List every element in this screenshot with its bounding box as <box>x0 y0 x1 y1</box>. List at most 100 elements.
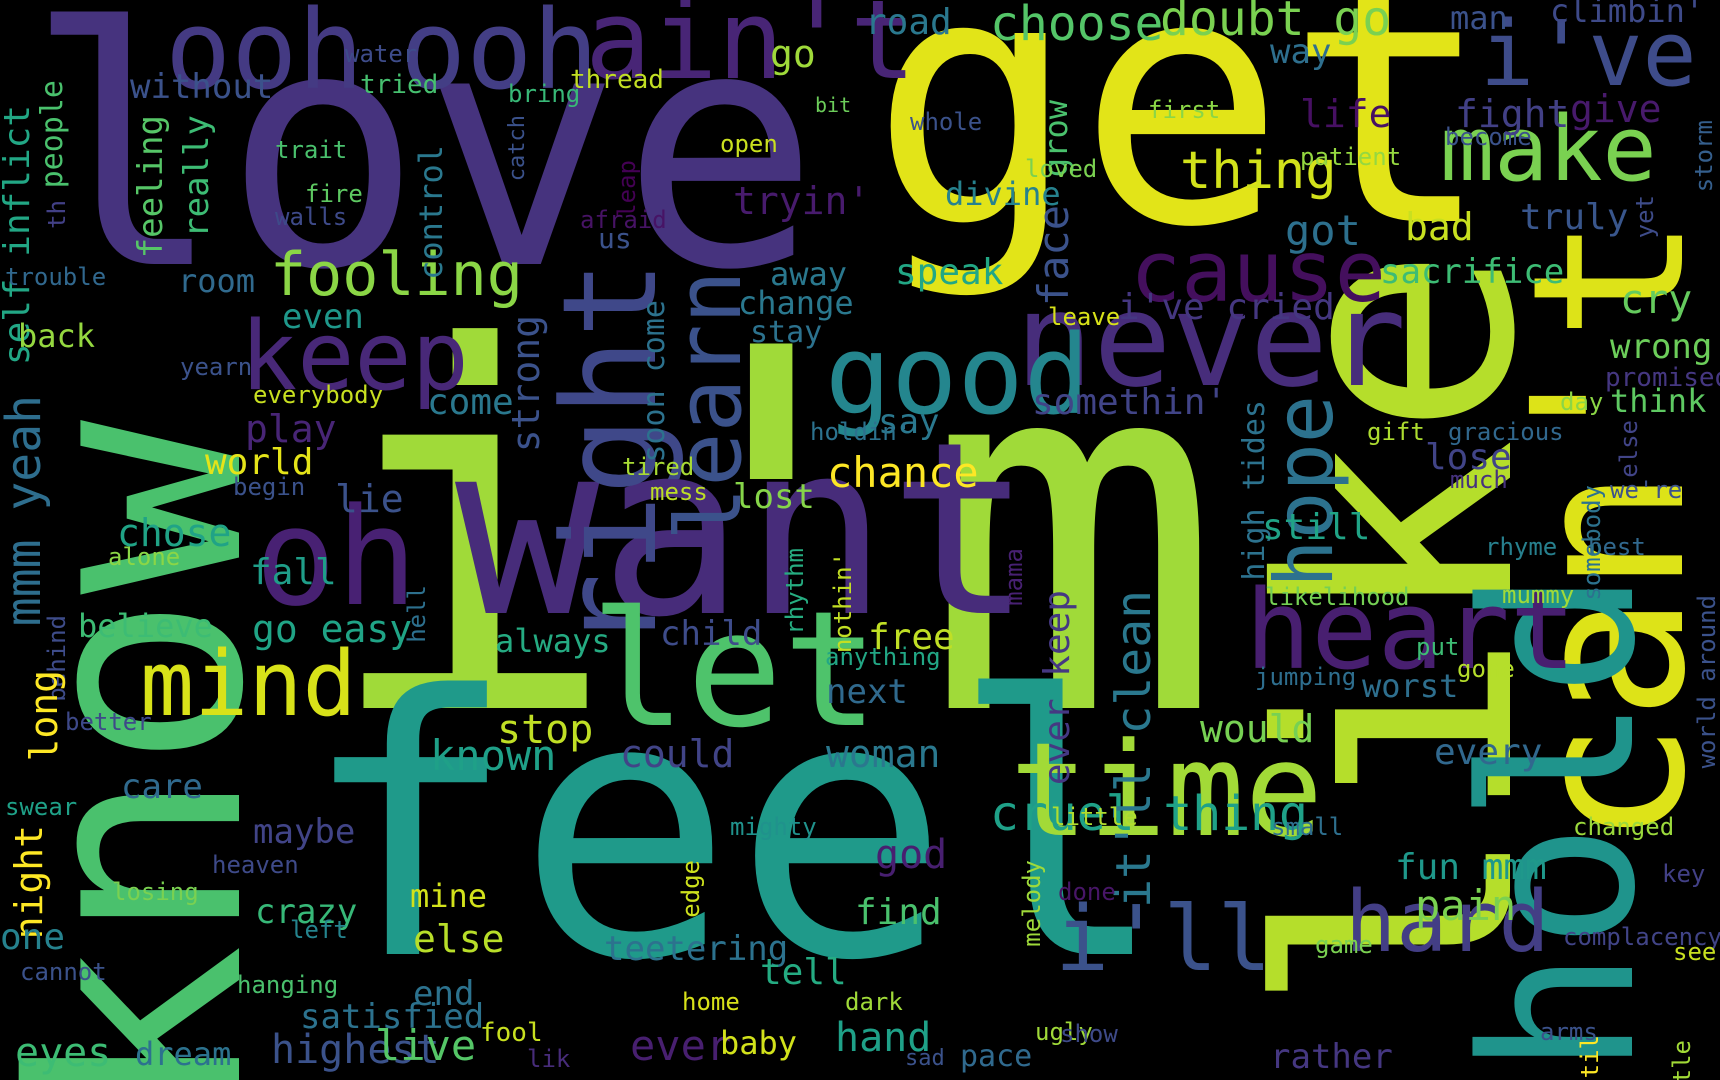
word-112: lie <box>335 477 404 521</box>
word-107: lose <box>1425 437 1512 478</box>
word-21: keep <box>240 302 469 412</box>
word-80: cry <box>1620 277 1693 323</box>
word-51: walls <box>275 203 348 231</box>
word-74: bad <box>1405 205 1474 249</box>
word-11: ain't <box>585 0 917 104</box>
word-22: mind <box>140 632 357 737</box>
word-87: even <box>282 297 364 337</box>
word-70: afraid <box>580 206 667 234</box>
word-25: i'll <box>1055 887 1272 992</box>
word-68: tryin' <box>733 179 871 223</box>
word-5: want <box>455 390 1033 670</box>
word-67: divine <box>945 175 1061 213</box>
word-187: ugly <box>1035 1018 1093 1046</box>
word-101: holdin' <box>810 418 912 446</box>
word-119: alone <box>108 543 181 571</box>
word-117: fall <box>250 552 337 593</box>
word-190: dream <box>135 1035 232 1073</box>
word-57: first <box>1148 96 1221 124</box>
word-141: worst <box>1362 667 1459 705</box>
word-123: mama <box>1000 548 1028 606</box>
word-191: highest <box>271 1027 440 1073</box>
word-106: chance <box>827 448 979 497</box>
word-84: day <box>1560 388 1604 416</box>
word-40: water <box>345 40 418 68</box>
word-129: go easy <box>252 607 413 651</box>
word-173: one <box>0 917 66 958</box>
word-27: fooling <box>270 240 523 310</box>
word-62: fight <box>1455 92 1570 136</box>
word-146: stop <box>497 707 594 753</box>
word-147: known <box>430 731 557 780</box>
word-60: storm <box>1690 120 1718 193</box>
word-28: hope <box>1258 395 1351 588</box>
word-63: give <box>1570 87 1662 131</box>
word-114: lost <box>733 477 815 517</box>
word-110: tired <box>622 453 695 481</box>
word-130: child <box>660 614 763 654</box>
word-47: feeling <box>131 115 171 259</box>
word-94: everybody <box>253 381 384 409</box>
word-85: trouble <box>5 263 107 291</box>
word-169: crazy <box>255 892 358 932</box>
word-34: mmm yeah <box>0 395 52 627</box>
word-170: mine <box>410 877 488 915</box>
word-79: sacrifice <box>1380 252 1565 292</box>
word-180: hanging <box>237 971 339 999</box>
word-109: high tides <box>1237 400 1272 581</box>
word-24: hard <box>1345 873 1550 972</box>
word-36: man <box>1450 0 1508 37</box>
word-30: doubt go <box>1160 0 1392 47</box>
word-49: trait <box>275 136 348 164</box>
word-32: cruel thing <box>990 786 1308 842</box>
word-152: small <box>1271 813 1344 841</box>
word-12: i've <box>1480 2 1697 107</box>
word-56: whole <box>910 108 983 136</box>
word-81: wrong <box>1610 327 1713 367</box>
word-116: we're <box>1610 476 1683 504</box>
word-103: gracious <box>1448 418 1564 446</box>
word-135: ever keep <box>1037 590 1078 786</box>
word-200: show <box>1060 1020 1118 1048</box>
word-148: could <box>620 732 735 776</box>
word-136: world around <box>1693 595 1720 769</box>
word-71: us <box>598 222 632 255</box>
word-73: truly <box>1520 197 1629 238</box>
word-104: else <box>1615 420 1643 478</box>
word-46: people <box>35 80 70 189</box>
word-44: without <box>130 67 274 107</box>
word-171: left <box>290 916 348 944</box>
word-181: teetering <box>604 929 789 969</box>
word-50: fire <box>305 180 363 208</box>
word-143: better <box>65 708 152 736</box>
word-98: somethin' <box>1032 382 1228 423</box>
word-127: mummy <box>1502 581 1575 609</box>
word-115: still <box>1262 507 1371 548</box>
word-61: life <box>1300 92 1392 136</box>
word-151: little <box>1051 803 1138 831</box>
word-90: stay <box>750 315 823 350</box>
word-153: changed <box>1573 813 1675 841</box>
word-17: let <box>590 576 879 763</box>
word-122: somebody <box>1578 485 1606 601</box>
word-179: cannot <box>20 958 107 986</box>
word-137: put <box>1416 633 1460 661</box>
word-100: play <box>245 407 337 451</box>
word-168: pain <box>1415 881 1517 930</box>
word-83: think <box>1610 382 1707 420</box>
word-158: care <box>121 767 203 807</box>
word-10: ooh <box>400 0 599 114</box>
word-13: never <box>1015 264 1407 416</box>
word-189: eyes <box>15 1030 112 1076</box>
word-120: rhyme <box>1485 533 1558 561</box>
word-20: good <box>825 311 1090 439</box>
word-9: ooh <box>165 0 364 114</box>
word-41: tried <box>360 70 439 100</box>
word-175: complacency <box>1563 923 1720 951</box>
word-108: much <box>1450 466 1508 494</box>
word-174: game <box>1315 931 1373 959</box>
word-132: hell <box>403 585 431 643</box>
word-82: promised <box>1605 363 1720 393</box>
word-54: open <box>720 130 778 158</box>
